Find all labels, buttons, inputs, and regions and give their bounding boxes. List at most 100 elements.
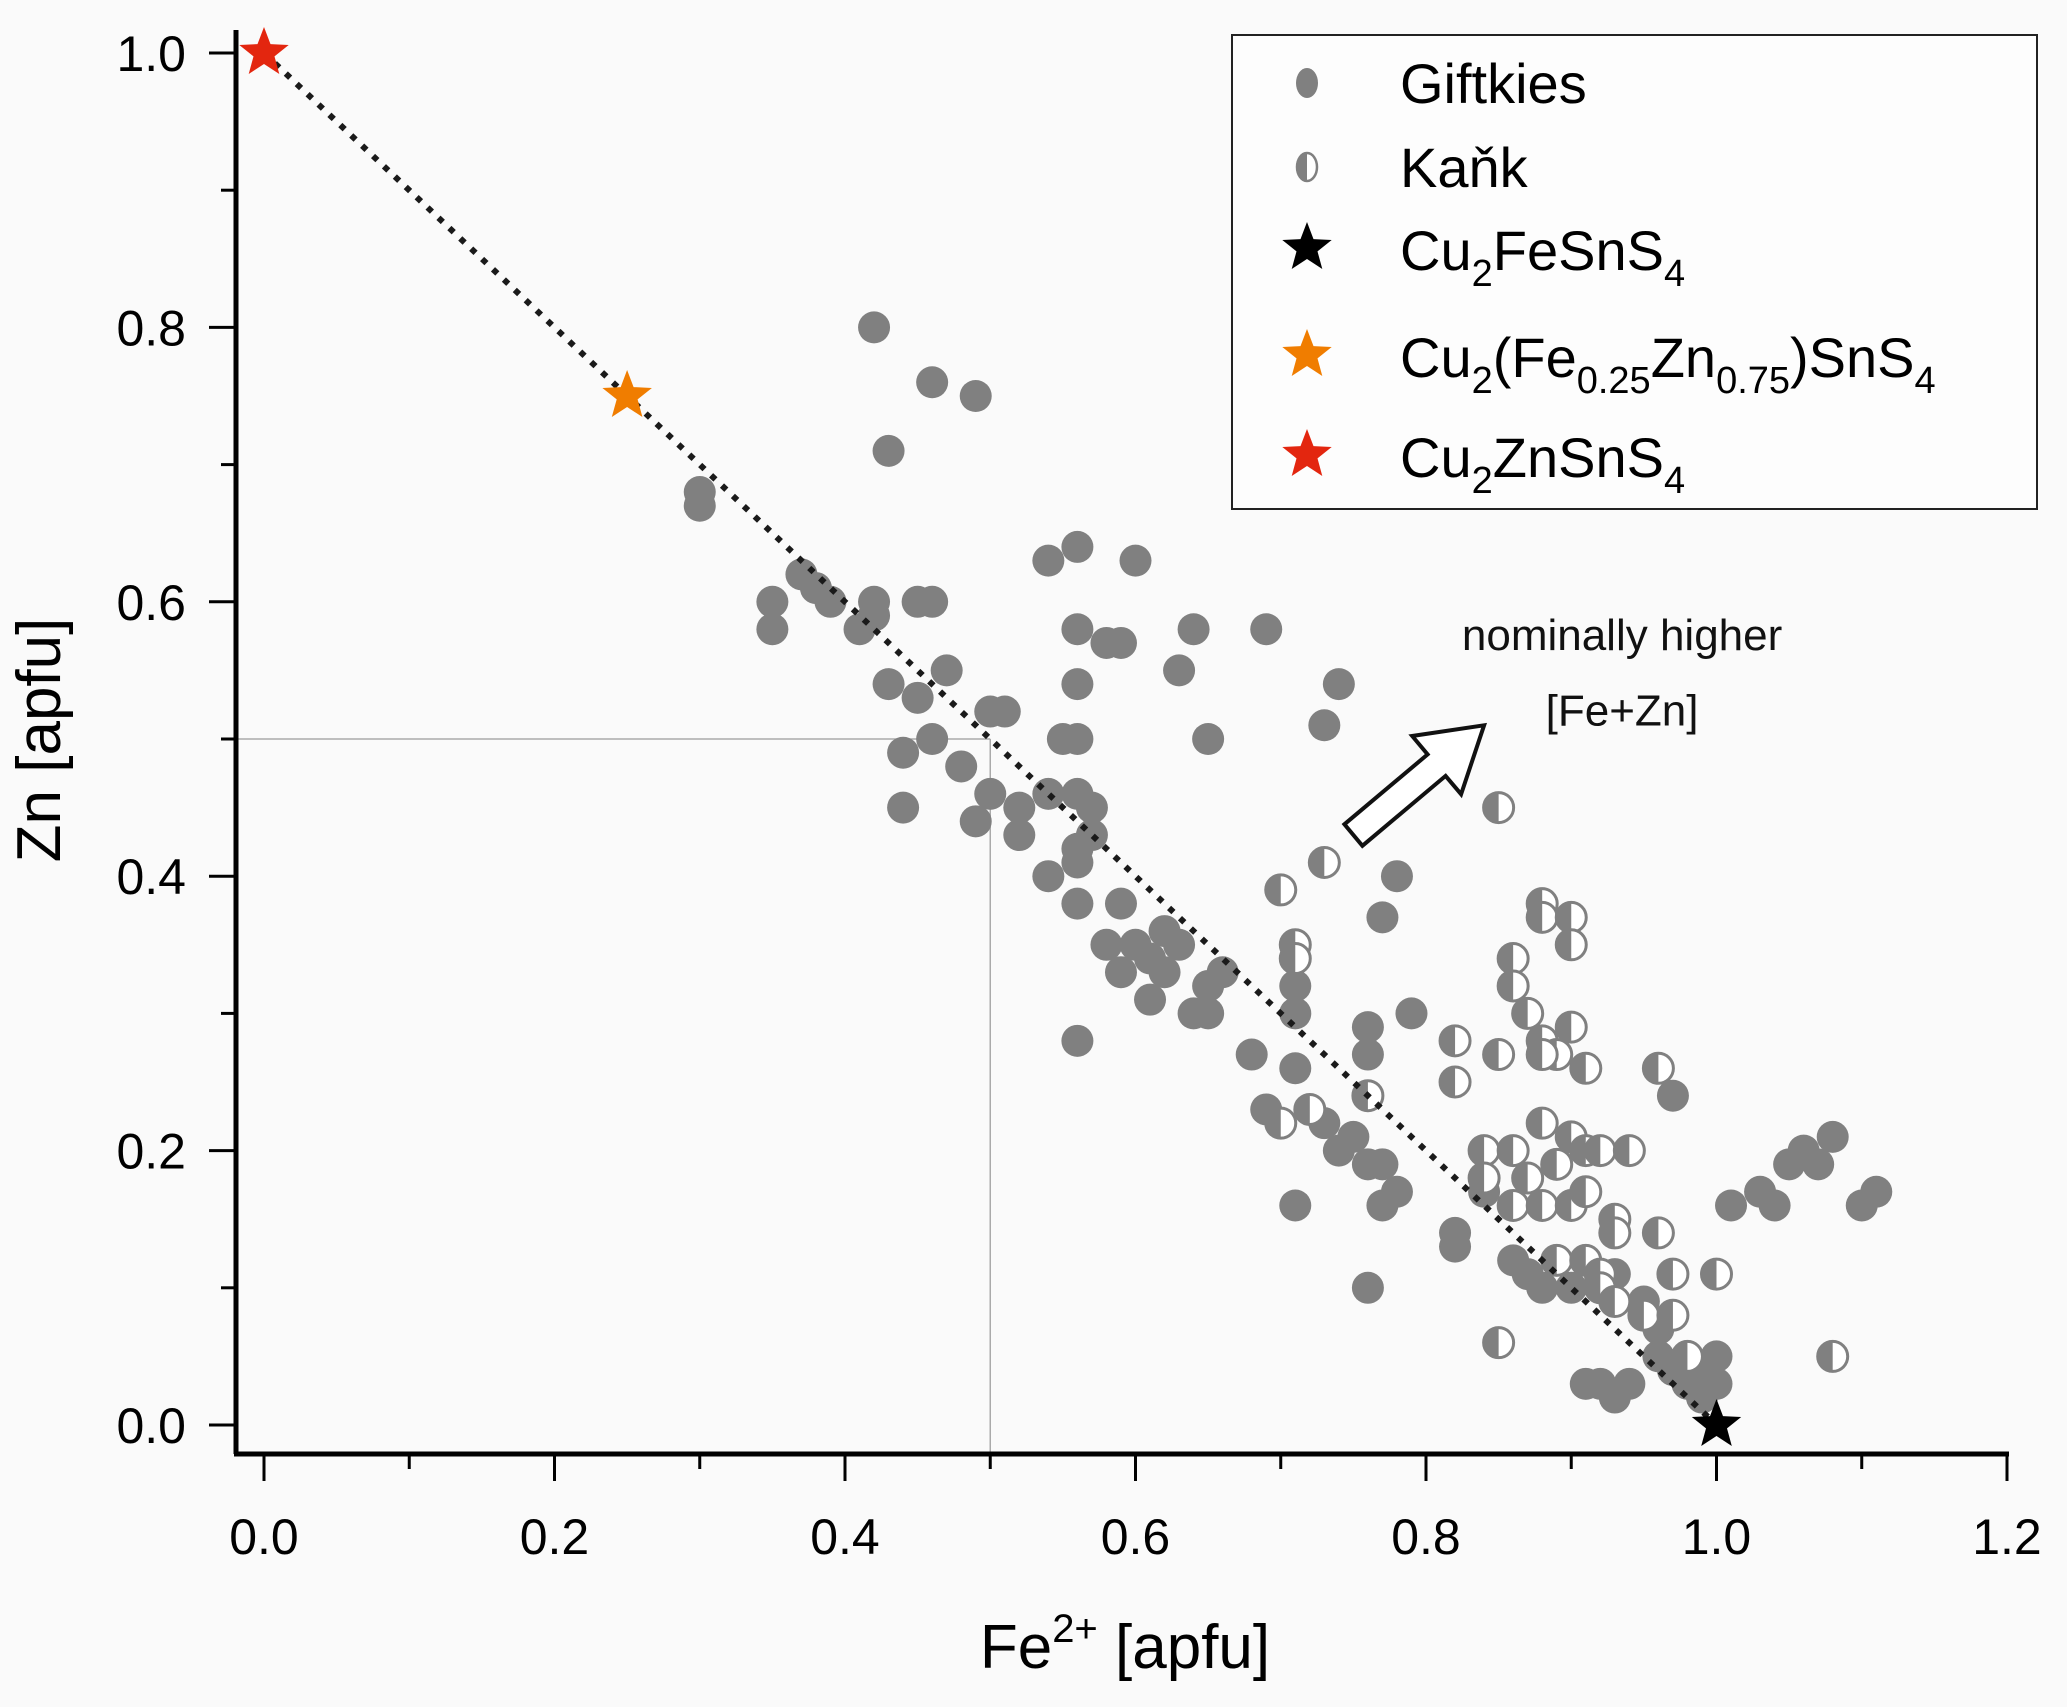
data-point-giftkies bbox=[1104, 626, 1137, 659]
data-point-giftkies bbox=[930, 654, 963, 687]
data-point-giftkies bbox=[1337, 1120, 1370, 1153]
data-point-kank bbox=[1641, 1216, 1675, 1250]
data-point-kank bbox=[1598, 1285, 1632, 1319]
y-tick-label: 1.0 bbox=[116, 26, 186, 82]
data-point-kank bbox=[1656, 1257, 1690, 1291]
data-point-giftkies bbox=[1061, 887, 1094, 920]
data-point-kank bbox=[1511, 1161, 1545, 1195]
x-tick-label: 1.2 bbox=[1972, 1509, 2042, 1565]
data-point-kank bbox=[1438, 1065, 1472, 1099]
data-point-giftkies bbox=[1163, 928, 1196, 961]
trend-line bbox=[261, 50, 1719, 1428]
data-point-giftkies bbox=[974, 777, 1007, 810]
star-marker-cu2fesns4 bbox=[1691, 1399, 1742, 1446]
legend-label: Giftkies bbox=[1400, 52, 1587, 115]
data-points bbox=[683, 311, 1893, 1414]
data-point-giftkies bbox=[887, 791, 920, 824]
data-point-kank bbox=[1816, 1339, 1850, 1373]
data-point-giftkies bbox=[858, 311, 891, 344]
legend-marker-circle-icon bbox=[1296, 68, 1318, 98]
data-point-kank bbox=[1641, 1051, 1675, 1085]
data-point-giftkies bbox=[1351, 1271, 1384, 1304]
legend: Giftkies Kaňk Cu2FeSnS4 Cu2(Fe0.25Zn0.75)Sn… bbox=[1231, 34, 2038, 510]
data-point-giftkies bbox=[1366, 901, 1399, 934]
legend-item: Giftkies bbox=[1296, 52, 1587, 115]
legend-item: Cu2(Fe0.25Zn0.75)SnS4 bbox=[1282, 326, 1936, 402]
legend-label: Cu2(Fe0.25Zn0.75)SnS4 bbox=[1400, 326, 1936, 402]
data-point-kank bbox=[1307, 845, 1341, 879]
legend-marker-star-icon bbox=[1282, 222, 1332, 269]
data-point-giftkies bbox=[756, 613, 789, 646]
data-point-giftkies bbox=[1104, 956, 1137, 989]
trend-line-layer bbox=[261, 50, 1719, 1428]
legend-item: Cu2FeSnS4 bbox=[1282, 219, 1685, 295]
data-point-kank bbox=[1467, 1161, 1501, 1195]
data-point-giftkies bbox=[1061, 613, 1094, 646]
data-point-giftkies bbox=[1395, 997, 1428, 1030]
data-point-giftkies bbox=[988, 695, 1021, 728]
data-point-giftkies bbox=[1250, 613, 1283, 646]
annotation-text-line-1: nominally higher bbox=[1462, 611, 1782, 660]
x-axis-title-superscript: 2+ bbox=[1052, 1607, 1098, 1651]
y-tick-label: 0.4 bbox=[116, 849, 186, 905]
data-point-kank bbox=[1656, 1298, 1690, 1332]
x-tick-label: 0.2 bbox=[520, 1509, 590, 1565]
data-point-giftkies bbox=[1656, 1079, 1689, 1112]
data-point-giftkies bbox=[1090, 928, 1123, 961]
data-point-giftkies bbox=[814, 585, 847, 618]
data-point-giftkies bbox=[756, 585, 789, 618]
legend-label: Cu2ZnSnS4 bbox=[1400, 426, 1685, 502]
y-tick-label: 0.2 bbox=[116, 1124, 186, 1180]
data-point-giftkies bbox=[858, 599, 891, 632]
data-point-giftkies bbox=[1104, 887, 1137, 920]
annotation-text-line-2: [Fe+Zn] bbox=[1546, 686, 1699, 735]
data-point-kank bbox=[1554, 928, 1588, 962]
data-point-giftkies bbox=[1802, 1148, 1835, 1181]
data-point-giftkies bbox=[1279, 1052, 1312, 1085]
data-point-kank bbox=[1264, 1106, 1298, 1140]
x-tick-label: 0.0 bbox=[229, 1509, 299, 1565]
data-point-kank bbox=[1496, 1134, 1530, 1168]
reference-stars bbox=[239, 27, 1742, 1446]
y-tick-label: 0.6 bbox=[116, 575, 186, 631]
y-tick-label: 0.0 bbox=[116, 1398, 186, 1454]
data-point-giftkies bbox=[1206, 956, 1239, 989]
data-point-kank bbox=[1438, 1024, 1472, 1058]
data-point-kank bbox=[1612, 1134, 1646, 1168]
data-point-giftkies bbox=[1032, 860, 1065, 893]
data-point-kank bbox=[1511, 996, 1545, 1030]
data-point-kank bbox=[1569, 1051, 1603, 1085]
data-point-giftkies bbox=[1613, 1367, 1646, 1400]
legend-marker-star-icon bbox=[1282, 429, 1332, 476]
data-point-giftkies bbox=[916, 723, 949, 755]
data-point-giftkies bbox=[959, 805, 992, 838]
x-tick-label: 1.0 bbox=[1682, 1509, 1752, 1565]
data-point-giftkies bbox=[1322, 668, 1355, 701]
data-point-kank bbox=[1525, 1106, 1559, 1140]
data-point-giftkies bbox=[916, 585, 949, 618]
data-point-giftkies bbox=[1235, 1038, 1268, 1071]
legend-item: Kaňk bbox=[1295, 136, 1529, 199]
data-point-giftkies bbox=[872, 434, 905, 467]
data-point-giftkies bbox=[1279, 969, 1312, 1002]
y-tick-label: 0.8 bbox=[116, 300, 186, 356]
data-point-kank bbox=[1496, 942, 1530, 976]
data-point-kank bbox=[1583, 1134, 1617, 1168]
data-point-giftkies bbox=[1061, 1024, 1094, 1057]
x-axis-title-unit: [apfu] bbox=[1098, 1613, 1270, 1682]
axes: 0.0 0.2 0.4 0.6 0.8 1.0 1.2 0.0 0.2 0.4 0.6 0.8 1.0 bbox=[116, 26, 2041, 1565]
data-point-giftkies bbox=[1192, 723, 1225, 755]
data-point-giftkies bbox=[1134, 983, 1167, 1016]
data-point-kank bbox=[1496, 1188, 1530, 1222]
data-point-kank bbox=[1700, 1257, 1733, 1291]
data-point-kank bbox=[1482, 791, 1516, 825]
data-point-giftkies bbox=[887, 736, 920, 769]
data-point-giftkies bbox=[1439, 1230, 1472, 1263]
data-point-giftkies bbox=[1119, 544, 1152, 577]
star-marker-cu2znsns4 bbox=[239, 27, 289, 74]
reference-lines bbox=[236, 738, 991, 1454]
star-marker-cu2-fe0-25zn0-75-sns4 bbox=[602, 370, 652, 417]
data-point-giftkies bbox=[1032, 544, 1065, 577]
legend-label: Kaňk bbox=[1400, 136, 1529, 199]
data-point-giftkies bbox=[1758, 1189, 1791, 1222]
